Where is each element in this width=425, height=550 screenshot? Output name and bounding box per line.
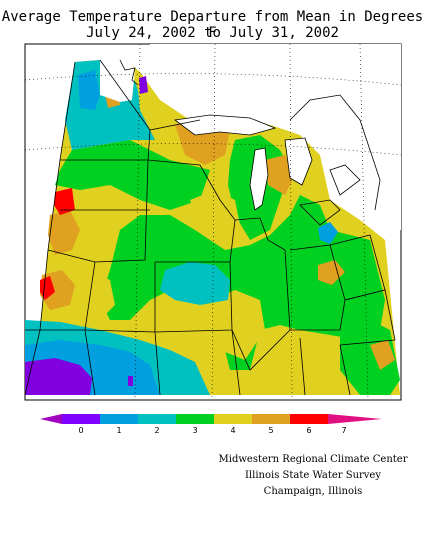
legend-tick-5: 5	[268, 426, 273, 435]
legend-tick-6: 6	[306, 426, 311, 435]
region-blue-north	[78, 70, 100, 110]
region-purple-south	[25, 358, 92, 395]
credit-survey: Illinois State Water Survey	[244, 470, 381, 481]
legend-tick-4: 4	[230, 426, 235, 435]
credit-center: Midwestern Regional Climate Center	[218, 454, 408, 465]
legend-tick-1: 1	[116, 426, 121, 435]
region-blue-ohio	[318, 222, 338, 244]
region-green-east	[340, 320, 400, 395]
coastlines	[119, 59, 381, 226]
region-purple-dot	[128, 376, 133, 386]
region-green-north	[55, 140, 210, 210]
legend-under-arrow	[40, 414, 62, 424]
legend-swatch-0	[62, 414, 100, 424]
water-hudson-area	[100, 60, 135, 102]
state-boundaries	[25, 59, 396, 396]
region-orange-mi	[265, 155, 295, 195]
map-title: Average Temperature Departure from Mean …	[1, 9, 424, 41]
region-yellow-il	[210, 290, 265, 360]
map-date-range: July 24, 2002 to July 31, 2002	[86, 25, 339, 41]
credit-location: Champaign, Illinois	[263, 486, 363, 497]
legend-swatch-2	[138, 414, 176, 424]
region-yellow-wi	[190, 190, 240, 235]
legend-tick-2: 2	[154, 426, 159, 435]
graticule	[25, 44, 401, 400]
legend-swatch-4	[214, 414, 252, 424]
region-orange-in	[318, 260, 345, 285]
region-purple-spot	[139, 76, 148, 94]
legend-tick-0: 0	[78, 426, 83, 435]
region-green-central	[100, 195, 385, 370]
region-red-nd	[54, 188, 75, 215]
legend-tick-7: 7	[341, 426, 346, 435]
region-yellow-ks	[70, 270, 115, 320]
region-orange-west	[48, 210, 80, 255]
legend-over-arrow	[328, 414, 382, 424]
legend-swatch-3	[176, 414, 214, 424]
lake-huron	[285, 138, 312, 185]
legend-swatch-1	[100, 414, 138, 424]
legend-tick-3: 3	[192, 426, 197, 435]
water-canada-ne	[148, 44, 401, 230]
legend-swatch-5	[252, 414, 290, 424]
region-orange-ky	[370, 340, 395, 370]
legend-swatch-6	[290, 414, 328, 424]
map-field	[25, 44, 401, 400]
lake-michigan	[250, 148, 268, 210]
region-cyan-central	[160, 262, 230, 305]
